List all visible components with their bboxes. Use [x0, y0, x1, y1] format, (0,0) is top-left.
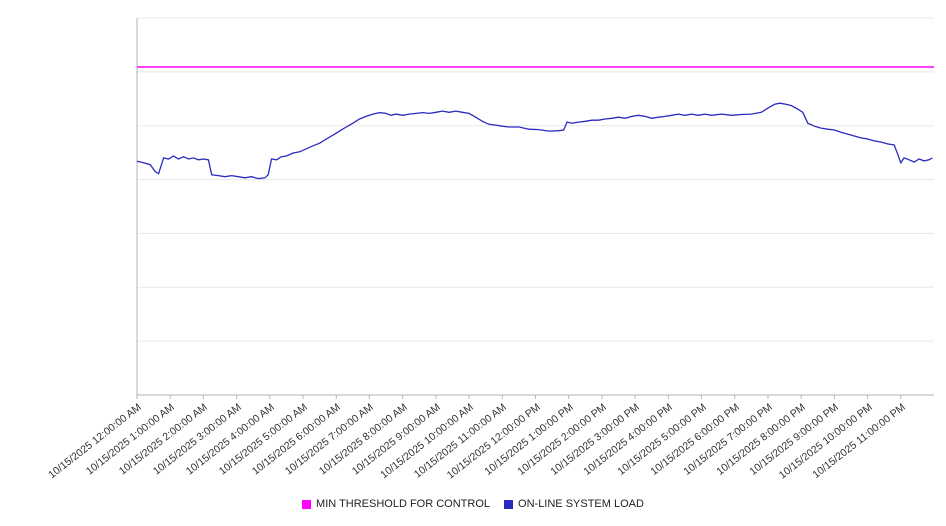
system-load-line: [136, 102, 933, 180]
legend-item-min-threshold: MIN THRESHOLD FOR CONTROL: [302, 498, 490, 510]
legend-label-system-load: ON-LINE SYSTEM LOAD: [518, 498, 644, 510]
system-load-swatch-icon: [504, 499, 514, 509]
legend-item-system-load: ON-LINE SYSTEM LOAD: [504, 498, 644, 510]
min-threshold-swatch-icon: [302, 499, 312, 509]
chart-legend: MIN THRESHOLD FOR CONTROL ON-LINE SYSTEM…: [0, 498, 946, 510]
legend-label-min-threshold: MIN THRESHOLD FOR CONTROL: [316, 498, 491, 510]
